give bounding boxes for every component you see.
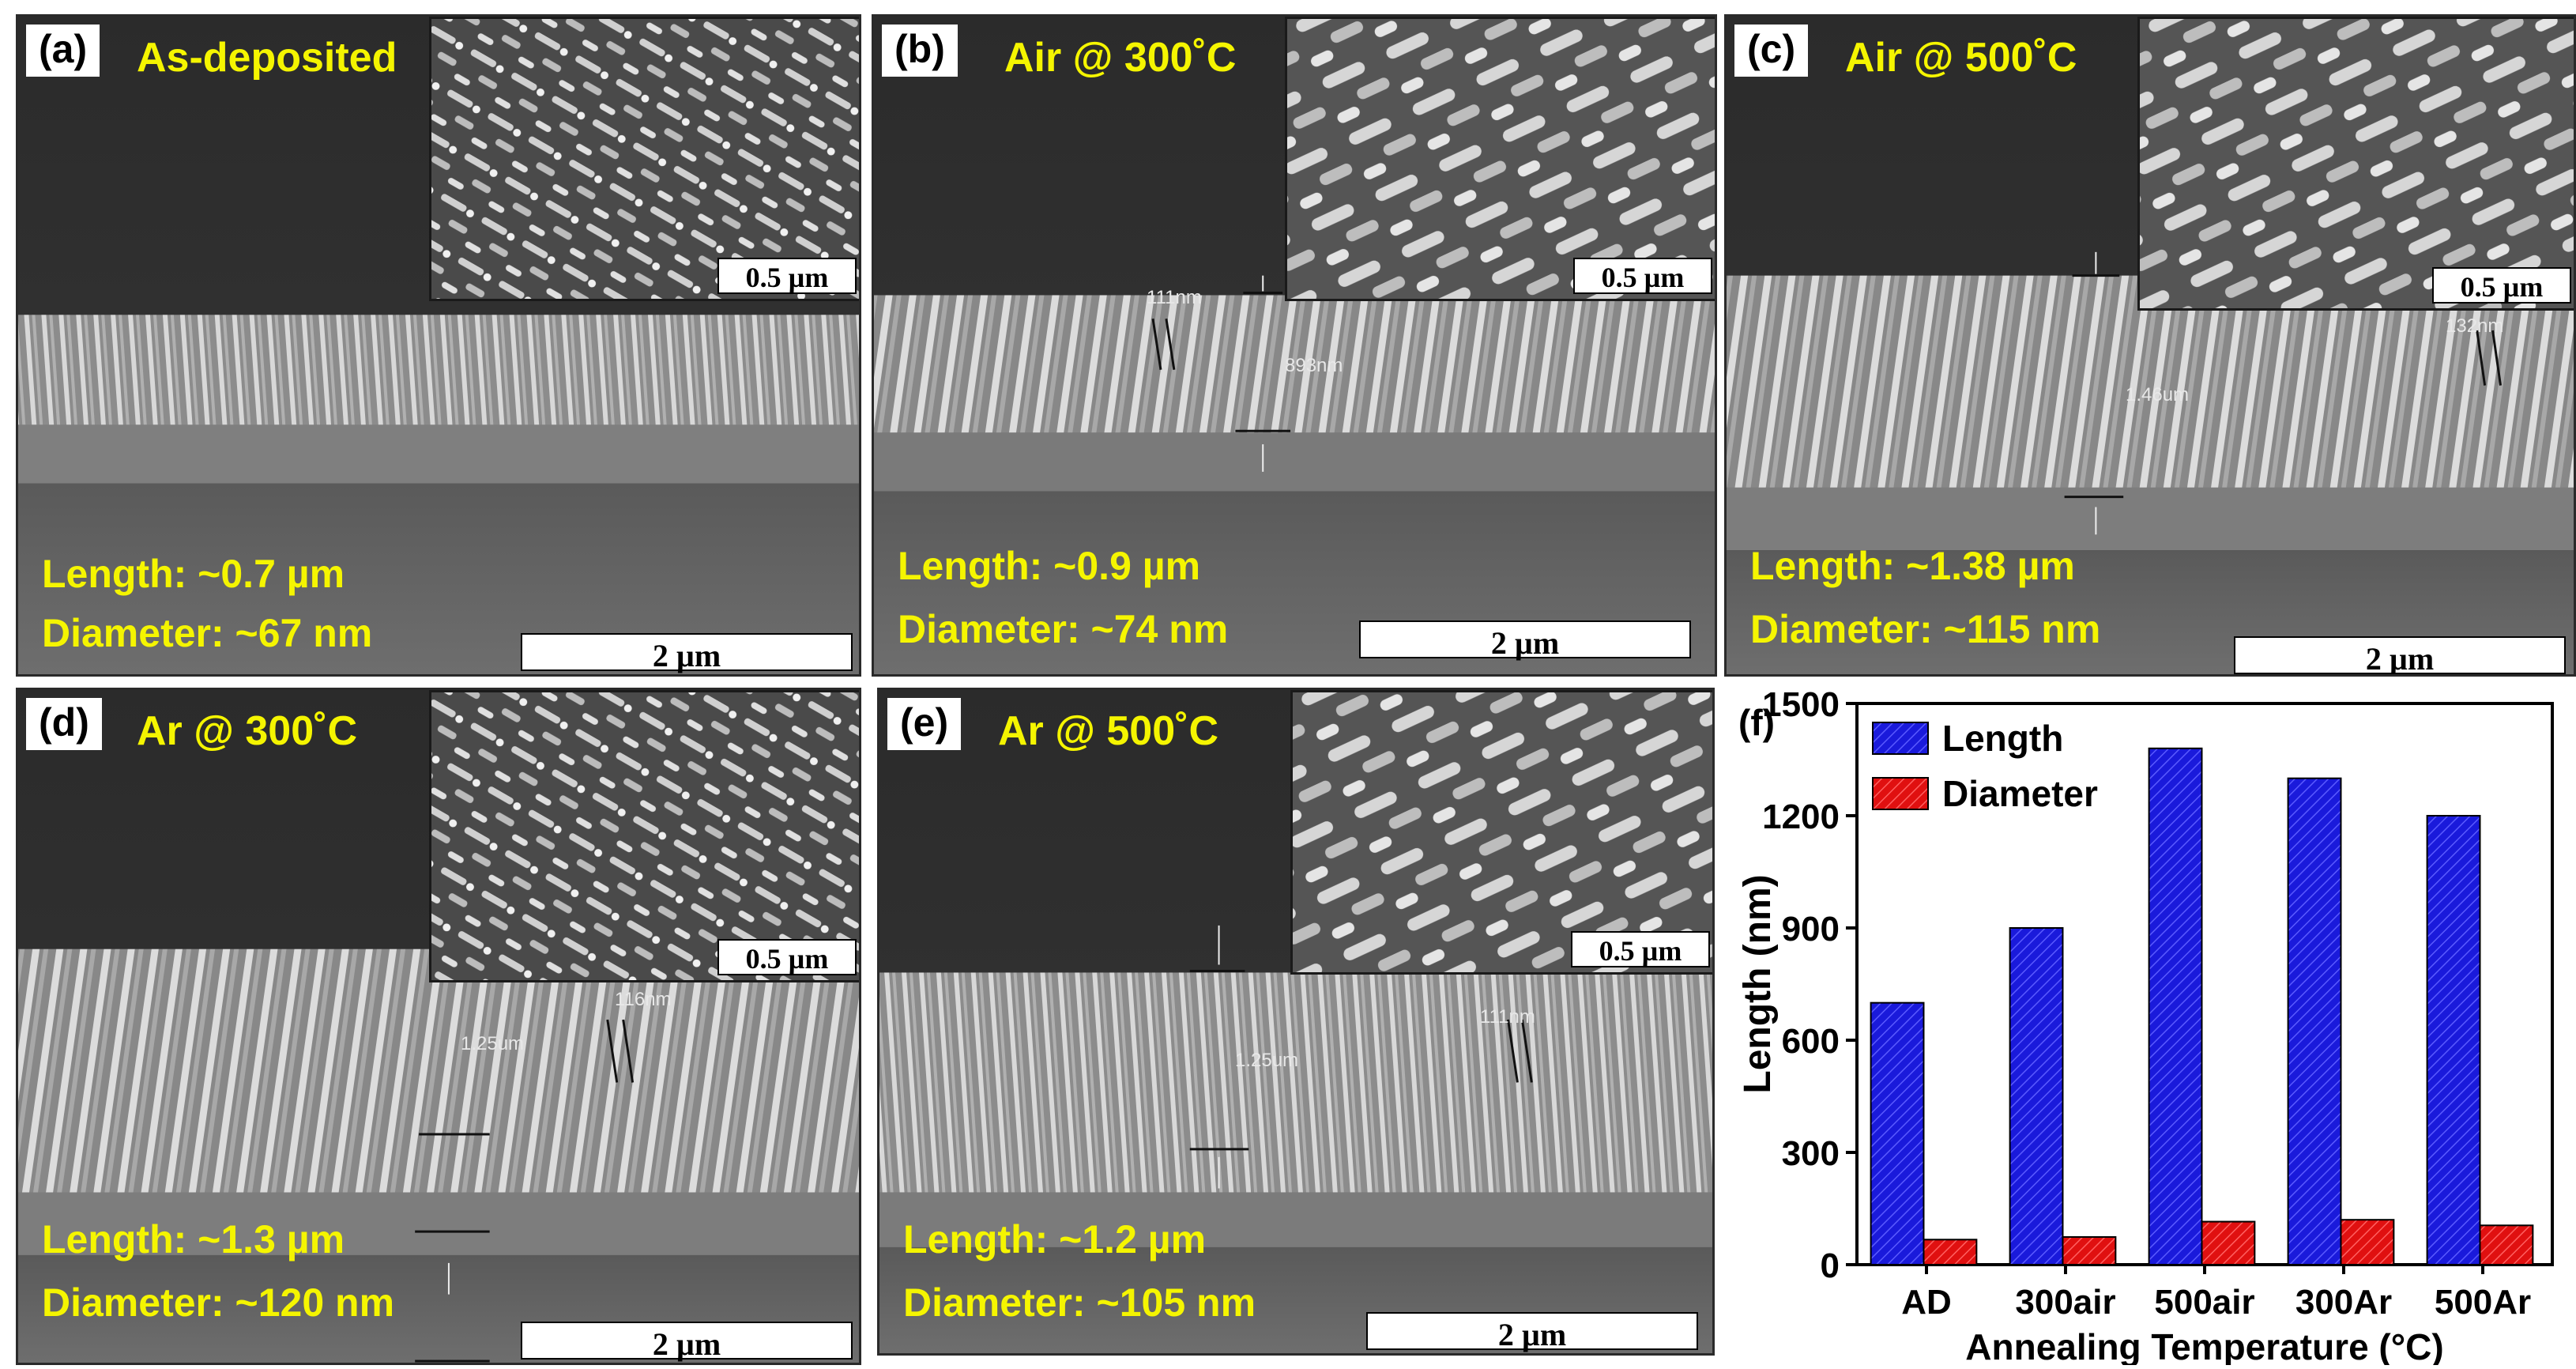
panel-label: (c) (1734, 25, 1809, 77)
measurement-label: 111nm (1480, 1006, 1535, 1028)
measurement-label: 111nm (1147, 287, 1202, 308)
diameter-annotation: Diameter: ~74 nm (898, 607, 1229, 651)
x-tick-label: AD (1901, 1283, 1952, 1322)
bar-length (2287, 777, 2342, 1265)
length-annotation: Length: ~1.2 µm (903, 1217, 1207, 1262)
condition-label: Air @ 300˚C (1004, 35, 1237, 81)
x-tick-label: 300air (2015, 1283, 2115, 1322)
panel-label: (a) (26, 25, 100, 77)
panel-label: (d) (26, 698, 102, 750)
condition-label: As-deposited (137, 35, 397, 81)
measurement-label: 1.25um (1235, 1050, 1299, 1071)
sem-panel-a: 0.5 µm (a) As-deposited Length: ~0.7 µm … (16, 14, 861, 677)
bar-diameter (2479, 1224, 2534, 1265)
inset-scale-bar: 0.5 µm (1573, 258, 1712, 294)
scale-bar: 2 µm (2234, 636, 2566, 674)
sem-panel-c: 132nm 1.46um 0.5 µm (c) Air @ 500˚C Leng… (1724, 14, 2576, 677)
measurement-label: 116nm (615, 989, 672, 1010)
top-view-inset-b: 0.5 µm (1285, 17, 1715, 301)
bar-length (2009, 927, 2064, 1265)
legend-label: Diameter (1942, 773, 2098, 814)
x-tick-label: 300Ar (2295, 1283, 2392, 1322)
condition-label: Ar @ 500˚C (998, 708, 1219, 754)
top-view-inset-a: 0.5 µm (429, 17, 859, 301)
measurement-label: 893nm (1285, 355, 1343, 376)
bar-diameter (2062, 1235, 2117, 1265)
chart-panel-label: (f) (1738, 702, 1775, 743)
legend-swatch-length (1872, 722, 1929, 755)
diameter-annotation: Diameter: ~105 nm (903, 1280, 1256, 1325)
top-view-inset-d: 0.5 µm (429, 690, 859, 982)
bar-diameter (1923, 1239, 1978, 1266)
measurement-label: 1.25um (461, 1033, 525, 1054)
measurement-label: 132nm (2446, 315, 2504, 337)
top-view-inset-c: 0.5 µm (2137, 17, 2574, 311)
scale-bar: 2 µm (1359, 620, 1691, 661)
y-tick-label: 1500 (1762, 685, 1840, 724)
condition-label: Ar @ 300˚C (137, 708, 358, 754)
top-view-inset-e: 0.5 µm (1290, 690, 1712, 975)
length-annotation: Length: ~0.7 µm (42, 552, 345, 596)
bar-length (2148, 747, 2203, 1266)
legend-label: Length (1942, 718, 2063, 759)
y-axis-label: Length (nm) (1737, 874, 1779, 1093)
y-tick-label: 900 (1782, 910, 1840, 948)
diameter-annotation: Diameter: ~115 nm (1750, 607, 2101, 651)
sem-panel-d: 116nm 1.25um 0.5 µm (d) Ar @ 300˚C Lengt… (16, 688, 861, 1365)
panel-label: (e) (887, 698, 962, 750)
bar-diameter (2340, 1219, 2395, 1266)
x-axis-label: Annealing Temperature (°C) (1965, 1326, 2443, 1365)
scale-bar: 2 µm (521, 1322, 853, 1362)
x-tick-label: 500air (2154, 1283, 2254, 1322)
inset-scale-bar: 0.5 µm (717, 258, 857, 294)
length-annotation: Length: ~0.9 µm (898, 544, 1201, 588)
scale-bar: 2 µm (1366, 1312, 1698, 1352)
bar-length (2426, 815, 2481, 1265)
inset-scale-bar: 0.5 µm (2432, 267, 2571, 304)
diameter-annotation: Diameter: ~120 nm (42, 1280, 395, 1325)
y-tick-label: 0 (1821, 1246, 1840, 1285)
y-tick-label: 1200 (1762, 798, 1840, 836)
condition-label: Air @ 500˚C (1845, 35, 2077, 81)
bar-chart: (f) 0 300 600 900 1200 1500 AD 300air 500air 300A… (1737, 685, 2554, 1367)
length-annotation: Length: ~1.3 µm (42, 1217, 345, 1262)
panel-label: (b) (882, 25, 958, 77)
legend-swatch-diameter (1872, 777, 1929, 810)
bar-diameter (2201, 1220, 2256, 1265)
bar-chart-panel: (f) 0 300 600 900 1200 1500 AD 300air 500air 300A… (1723, 680, 2576, 1367)
y-tick-label: 300 (1782, 1134, 1840, 1173)
inset-scale-bar: 0.5 µm (717, 939, 857, 975)
y-tick-label: 600 (1782, 1022, 1840, 1061)
diameter-annotation: Diameter: ~67 nm (42, 611, 373, 655)
bar-length (1870, 1001, 1925, 1265)
inset-scale-bar: 0.5 µm (1571, 931, 1710, 967)
scale-bar: 2 µm (521, 633, 853, 673)
x-tick-label: 500Ar (2435, 1283, 2531, 1322)
measurement-label: 1.46um (2126, 384, 2190, 405)
sem-panel-e: 111nm 1.25um 0.5 µm (e) Ar @ 500˚C Lengt… (877, 688, 1715, 1356)
sem-panel-b: 111nm 893nm 0.5 µm (b) Air @ 300˚C Lengt… (872, 14, 1717, 677)
length-annotation: Length: ~1.38 µm (1750, 544, 2075, 588)
